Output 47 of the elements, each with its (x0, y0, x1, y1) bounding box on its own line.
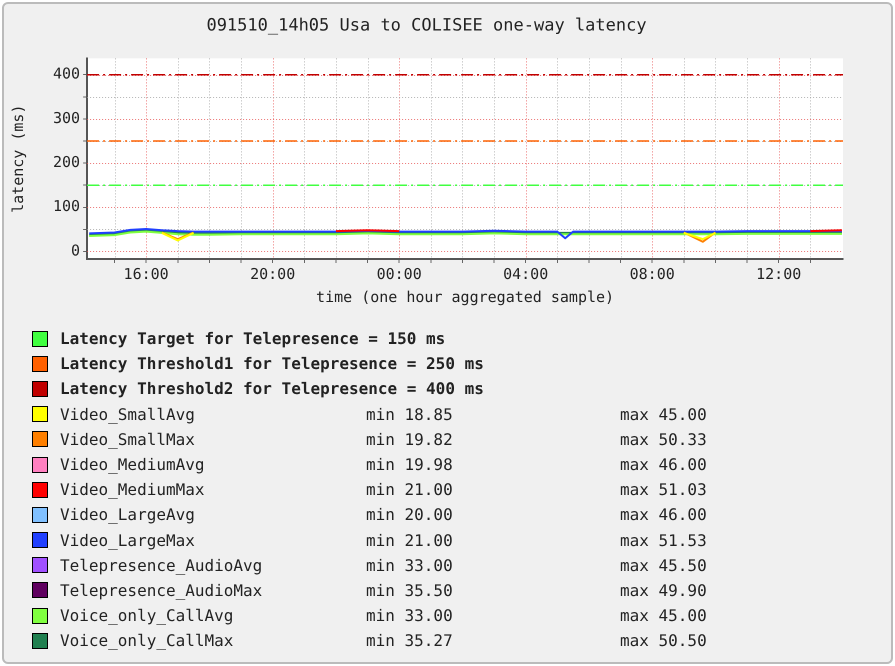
legend-label: Video_LargeAvg (60, 505, 196, 524)
x-tick-label: 00:00 (376, 264, 422, 283)
legend-label: Video_MediumMax (60, 480, 206, 500)
text: min 35.27 (366, 631, 454, 650)
text: min 33.00 (366, 556, 454, 575)
text: min 20.00 (366, 505, 454, 524)
text: max 51.03 (620, 480, 707, 500)
legend-label: Voice_only_CallMax (60, 631, 234, 650)
y-axis-title: latency (ms) (8, 104, 27, 213)
x-tick-label: 20:00 (250, 264, 296, 283)
legend-label: Latency Threshold2 for Telepresence = 400 ms (60, 379, 484, 398)
text: min 33.00 (366, 606, 454, 626)
legend-label: Video_LargeMax (60, 530, 196, 550)
text: min 21.00 (366, 480, 454, 500)
x-tick-label: 12:00 (756, 264, 802, 283)
text: min 19.82 (366, 430, 454, 449)
x-axis-title: time (one hour aggregated sample) (316, 288, 614, 306)
y-tick-label: 200 (53, 153, 80, 172)
legend-label: Video_SmallAvg (60, 404, 196, 424)
text: min 21.00 (366, 530, 454, 550)
text: max 50.33 (620, 430, 707, 449)
legend-label: Latency Target for Telepresence = 150 ms (60, 329, 446, 348)
text: min 19.98 (366, 455, 454, 474)
legend-label: Telepresence_AudioAvg (60, 556, 264, 575)
text: max 49.90 (620, 580, 707, 600)
text: max 45.50 (620, 556, 707, 575)
chart-title: 091510_14h05 Usa to COLISEE one-way latency (206, 16, 647, 36)
text: max 46.00 (620, 455, 707, 474)
y-tick-label: 100 (53, 197, 80, 216)
text: min 18.85 (366, 404, 454, 424)
x-tick-label: 04:00 (503, 264, 548, 283)
text: max 45.00 (620, 404, 707, 424)
legend-label: Latency Threshold1 for Telepresence = 250 ms (60, 354, 484, 374)
legend-label: Video_MediumAvg (60, 455, 206, 474)
text: max 46.00 (620, 505, 707, 524)
y-tick-label: 300 (53, 108, 80, 127)
text: max 45.00 (620, 606, 707, 626)
x-tick-label: 16:00 (124, 264, 169, 283)
text: min 35.50 (366, 580, 454, 600)
text: max 51.53 (620, 530, 707, 550)
legend-label: Telepresence_AudioMax (60, 580, 264, 600)
y-tick-label: 400 (53, 64, 80, 83)
legend-label: Voice_only_CallAvg (60, 606, 234, 626)
text: max 50.50 (620, 631, 707, 650)
legend-label: Video_SmallMax (60, 430, 196, 449)
x-tick-label: 08:00 (630, 264, 675, 283)
y-tick-label: 0 (71, 241, 80, 260)
